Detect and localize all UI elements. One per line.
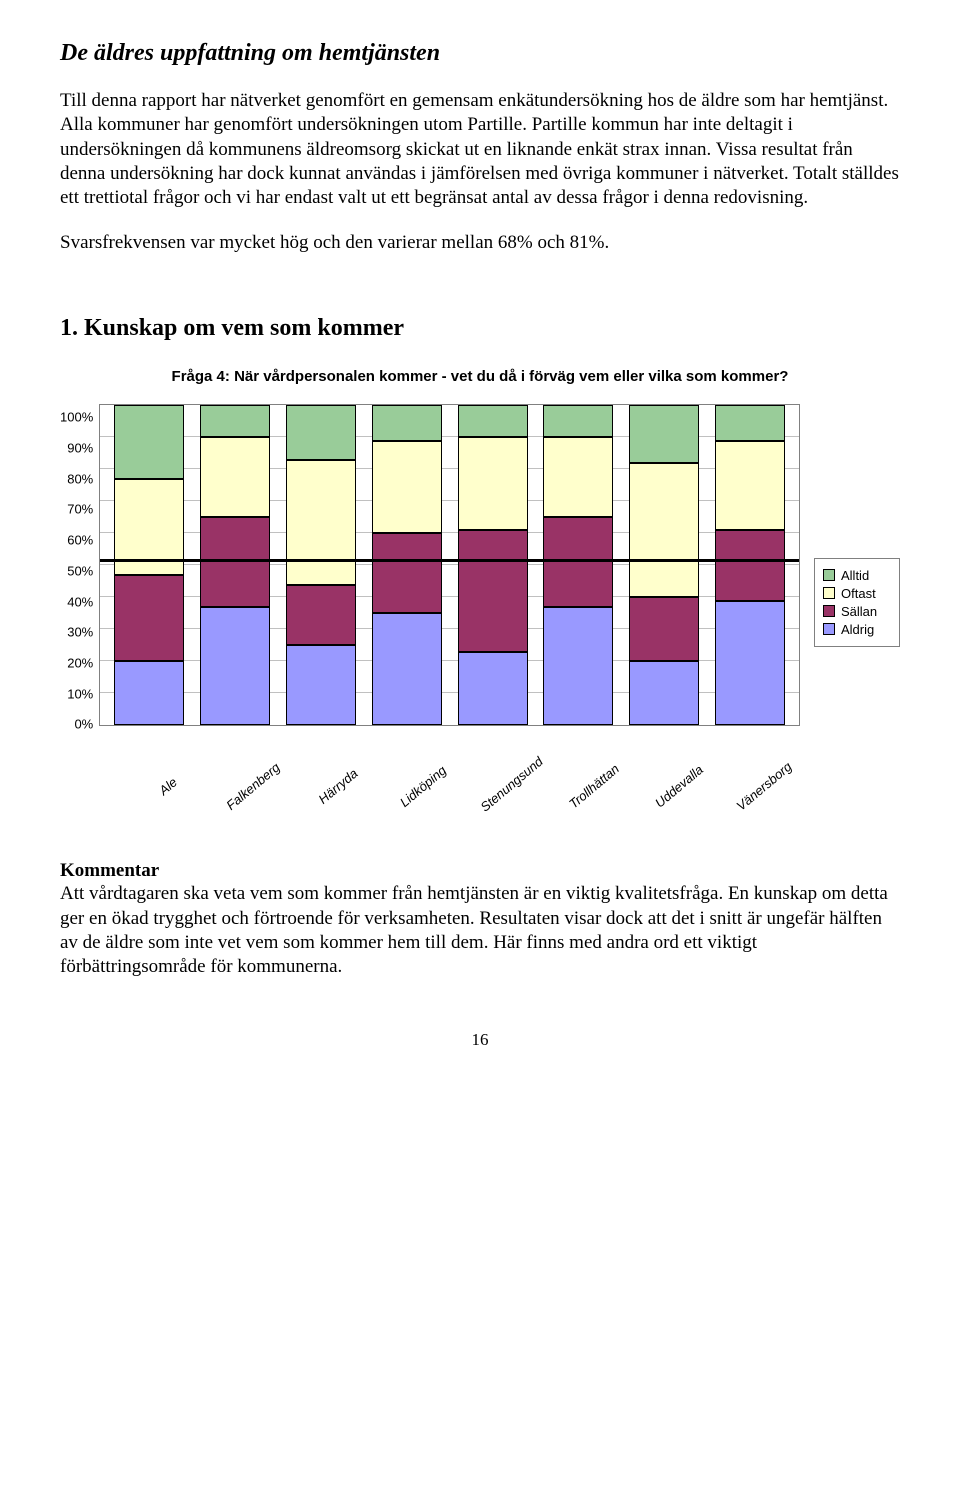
legend-item: Alltid <box>823 568 891 583</box>
chart-bar <box>114 405 184 725</box>
chart-bar <box>629 405 699 725</box>
chart-bar-segment <box>286 405 356 459</box>
chart-title: Fråga 4: När vårdpersonalen kommer - vet… <box>120 367 840 387</box>
chart-bar-segment <box>629 463 699 597</box>
chart-x-tick-label: Uddevalla <box>648 758 747 857</box>
chart-y-tick-label: 20% <box>67 656 93 669</box>
chart-bar-segment <box>543 607 613 725</box>
legend-item: Sällan <box>823 604 891 619</box>
chart-y-tick-label: 40% <box>67 595 93 608</box>
chart-bar-segment <box>200 437 270 517</box>
chart-bar-segment <box>200 607 270 725</box>
chart-y-tick-label: 100% <box>60 411 93 424</box>
chart-plot <box>99 404 800 726</box>
chart-x-tick-label: Ale <box>136 758 235 857</box>
legend-item: Aldrig <box>823 622 891 637</box>
chart-x-axis: AleFalkenbergHärrydaLidköpingStenungsund… <box>106 730 800 800</box>
chart-bar-segment <box>629 597 699 661</box>
chart-bar <box>715 405 785 725</box>
comment-body: Att vårdtagaren ska veta vem som kommer … <box>60 882 900 979</box>
section-heading: 1. Kunskap om vem som kommer <box>60 315 900 342</box>
chart-bar-segment <box>372 405 442 440</box>
legend-label: Alltid <box>841 568 869 583</box>
chart-y-tick-label: 50% <box>67 564 93 577</box>
chart-bar-segment <box>543 405 613 437</box>
chart-bar-segment <box>629 405 699 463</box>
chart-x-tick-label: Falkenberg <box>221 758 320 857</box>
chart-bar <box>458 405 528 725</box>
comment-heading: Kommentar <box>60 860 900 882</box>
legend-swatch <box>823 569 835 581</box>
chart-bar-segment <box>286 585 356 646</box>
chart-bar-segment <box>200 405 270 437</box>
chart-y-axis: 100%90%80%70%60%50%40%30%20%10%0% <box>60 404 99 724</box>
chart-bar-segment <box>200 517 270 607</box>
chart-y-tick-label: 70% <box>67 503 93 516</box>
chart-x-tick-label: Trollhättan <box>562 758 661 857</box>
legend-label: Aldrig <box>841 622 874 637</box>
chart-y-tick-label: 90% <box>67 442 93 455</box>
chart-bar-segment <box>543 437 613 517</box>
chart-bar-segment <box>114 479 184 575</box>
chart-bar-segment <box>543 517 613 607</box>
chart-plot-area: 100% 90% 80% 70% 60% 50% 40% 30% 20% 10% 0% AleFal… <box>60 404 800 800</box>
chart-x-tick-label: Lidköping <box>392 758 491 857</box>
chart-bar-segment <box>458 530 528 652</box>
chart-bar <box>372 405 442 725</box>
chart-bar-segment <box>114 575 184 661</box>
chart-container: 100% 90% 80% 70% 60% 50% 40% 30% 20% 10% 0% AleFal… <box>60 404 900 800</box>
chart-y-tick-label: 0% <box>74 718 93 731</box>
chart-bar-segment <box>715 405 785 440</box>
legend-label: Oftast <box>841 586 876 601</box>
chart-bar-segment <box>372 441 442 534</box>
chart-x-tick-label: Vänersborg <box>733 758 832 857</box>
chart-x-tick-label: Stenungsund <box>477 758 576 857</box>
chart-x-tick-label: Härryda <box>307 758 406 857</box>
chart-bar-segment <box>286 460 356 585</box>
intro-paragraph-1: Till denna rapport har nätverket genomfö… <box>60 89 900 211</box>
chart-bar-segment <box>458 405 528 437</box>
report-page: De äldres uppfattning om hemtjänsten Til… <box>0 0 960 1080</box>
chart-bar <box>286 405 356 725</box>
chart-y-tick-label: 60% <box>67 534 93 547</box>
chart-bar-segment <box>372 533 442 613</box>
chart-bar-segment <box>458 437 528 530</box>
chart-bar-segment <box>715 601 785 726</box>
chart-bar-segment <box>286 645 356 725</box>
chart-bar <box>200 405 270 725</box>
page-number: 16 <box>60 1030 900 1050</box>
legend-swatch <box>823 587 835 599</box>
chart-y-tick-label: 10% <box>67 687 93 700</box>
chart-bar-segment <box>458 652 528 726</box>
legend-swatch <box>823 605 835 617</box>
chart-bar-segment <box>715 441 785 531</box>
chart-y-tick-label: 30% <box>67 626 93 639</box>
document-title: De äldres uppfattning om hemtjänsten <box>60 40 900 67</box>
chart-bar-segment <box>372 613 442 725</box>
chart-bar <box>543 405 613 725</box>
chart-bar-segment <box>114 661 184 725</box>
chart-y-tick-label: 80% <box>67 472 93 485</box>
legend-item: Oftast <box>823 586 891 601</box>
legend-label: Sällan <box>841 604 877 619</box>
intro-paragraph-2: Svarsfrekvensen var mycket hög och den v… <box>60 231 900 255</box>
chart-bar-segment <box>715 530 785 600</box>
chart-legend: Alltid Oftast Sällan Aldrig <box>814 558 900 647</box>
legend-swatch <box>823 623 835 635</box>
chart-bar-segment <box>629 661 699 725</box>
chart-bar-segment <box>114 405 184 479</box>
